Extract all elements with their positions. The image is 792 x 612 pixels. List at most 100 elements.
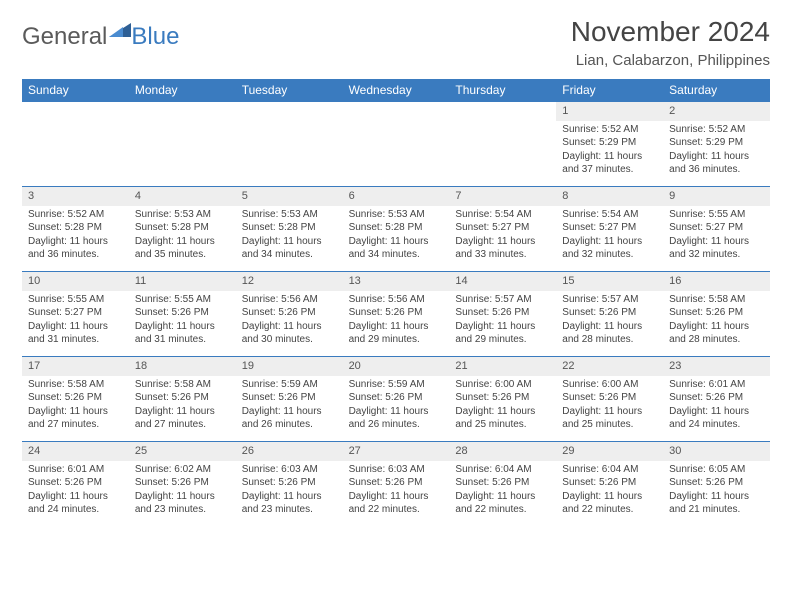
day-body: Sunrise: 5:52 AMSunset: 5:29 PMDaylight:… xyxy=(663,121,770,183)
day-number: 11 xyxy=(129,272,236,291)
daylight-text: Daylight: 11 hours and 23 minutes. xyxy=(242,490,337,517)
title-block: November 2024 Lian, Calabarzon, Philippi… xyxy=(571,16,770,69)
daylight-text: Daylight: 11 hours and 31 minutes. xyxy=(135,320,230,347)
day-cell: 26Sunrise: 6:03 AMSunset: 5:26 PMDayligh… xyxy=(236,442,343,526)
dow-wednesday: Wednesday xyxy=(343,79,450,101)
sunset-text: Sunset: 5:26 PM xyxy=(455,306,550,320)
day-of-week-header: Sunday Monday Tuesday Wednesday Thursday… xyxy=(22,79,770,101)
daylight-text: Daylight: 11 hours and 26 minutes. xyxy=(349,405,444,432)
daylight-text: Daylight: 11 hours and 32 minutes. xyxy=(669,235,764,262)
day-cell: 13Sunrise: 5:56 AMSunset: 5:26 PMDayligh… xyxy=(343,272,450,356)
sunset-text: Sunset: 5:26 PM xyxy=(562,391,657,405)
day-number: 17 xyxy=(22,357,129,376)
weeks-container: 1Sunrise: 5:52 AMSunset: 5:29 PMDaylight… xyxy=(22,101,770,526)
day-cell: 15Sunrise: 5:57 AMSunset: 5:26 PMDayligh… xyxy=(556,272,663,356)
day-number: 10 xyxy=(22,272,129,291)
sunset-text: Sunset: 5:26 PM xyxy=(349,391,444,405)
sunrise-text: Sunrise: 5:57 AM xyxy=(562,293,657,307)
sunrise-text: Sunrise: 5:59 AM xyxy=(242,378,337,392)
day-body: Sunrise: 6:03 AMSunset: 5:26 PMDaylight:… xyxy=(236,461,343,523)
sunrise-text: Sunrise: 5:55 AM xyxy=(28,293,123,307)
day-cell: 8Sunrise: 5:54 AMSunset: 5:27 PMDaylight… xyxy=(556,187,663,271)
day-cell: 4Sunrise: 5:53 AMSunset: 5:28 PMDaylight… xyxy=(129,187,236,271)
day-body: Sunrise: 5:57 AMSunset: 5:26 PMDaylight:… xyxy=(449,291,556,353)
daylight-text: Daylight: 11 hours and 27 minutes. xyxy=(28,405,123,432)
day-number: 6 xyxy=(343,187,450,206)
week-row: 1Sunrise: 5:52 AMSunset: 5:29 PMDaylight… xyxy=(22,101,770,186)
sunset-text: Sunset: 5:28 PM xyxy=(349,221,444,235)
day-number: 22 xyxy=(556,357,663,376)
day-number: 4 xyxy=(129,187,236,206)
daylight-text: Daylight: 11 hours and 23 minutes. xyxy=(135,490,230,517)
sunrise-text: Sunrise: 5:54 AM xyxy=(562,208,657,222)
week-row: 3Sunrise: 5:52 AMSunset: 5:28 PMDaylight… xyxy=(22,186,770,271)
daylight-text: Daylight: 11 hours and 32 minutes. xyxy=(562,235,657,262)
day-cell: 14Sunrise: 5:57 AMSunset: 5:26 PMDayligh… xyxy=(449,272,556,356)
daylight-text: Daylight: 11 hours and 28 minutes. xyxy=(669,320,764,347)
sunrise-text: Sunrise: 5:54 AM xyxy=(455,208,550,222)
sunset-text: Sunset: 5:27 PM xyxy=(562,221,657,235)
sunrise-text: Sunrise: 6:05 AM xyxy=(669,463,764,477)
sunset-text: Sunset: 5:29 PM xyxy=(562,136,657,150)
day-cell: 11Sunrise: 5:55 AMSunset: 5:26 PMDayligh… xyxy=(129,272,236,356)
day-body: Sunrise: 5:59 AMSunset: 5:26 PMDaylight:… xyxy=(236,376,343,438)
day-cell: 20Sunrise: 5:59 AMSunset: 5:26 PMDayligh… xyxy=(343,357,450,441)
day-number: 23 xyxy=(663,357,770,376)
day-body: Sunrise: 5:55 AMSunset: 5:27 PMDaylight:… xyxy=(663,206,770,268)
sunset-text: Sunset: 5:26 PM xyxy=(562,476,657,490)
sunset-text: Sunset: 5:26 PM xyxy=(562,306,657,320)
day-number: 20 xyxy=(343,357,450,376)
day-cell xyxy=(343,102,450,186)
dow-tuesday: Tuesday xyxy=(236,79,343,101)
sunset-text: Sunset: 5:26 PM xyxy=(28,391,123,405)
daylight-text: Daylight: 11 hours and 22 minutes. xyxy=(455,490,550,517)
day-body: Sunrise: 5:59 AMSunset: 5:26 PMDaylight:… xyxy=(343,376,450,438)
day-body: Sunrise: 5:58 AMSunset: 5:26 PMDaylight:… xyxy=(129,376,236,438)
day-body: Sunrise: 5:52 AMSunset: 5:29 PMDaylight:… xyxy=(556,121,663,183)
sunrise-text: Sunrise: 5:53 AM xyxy=(135,208,230,222)
day-cell: 28Sunrise: 6:04 AMSunset: 5:26 PMDayligh… xyxy=(449,442,556,526)
day-body: Sunrise: 6:01 AMSunset: 5:26 PMDaylight:… xyxy=(22,461,129,523)
day-number: 12 xyxy=(236,272,343,291)
sunrise-text: Sunrise: 6:03 AM xyxy=(242,463,337,477)
day-cell: 9Sunrise: 5:55 AMSunset: 5:27 PMDaylight… xyxy=(663,187,770,271)
day-cell: 6Sunrise: 5:53 AMSunset: 5:28 PMDaylight… xyxy=(343,187,450,271)
day-cell: 23Sunrise: 6:01 AMSunset: 5:26 PMDayligh… xyxy=(663,357,770,441)
daylight-text: Daylight: 11 hours and 35 minutes. xyxy=(135,235,230,262)
day-number: 24 xyxy=(22,442,129,461)
day-number: 28 xyxy=(449,442,556,461)
day-body: Sunrise: 5:55 AMSunset: 5:26 PMDaylight:… xyxy=(129,291,236,353)
daylight-text: Daylight: 11 hours and 22 minutes. xyxy=(562,490,657,517)
logo-text-2: Blue xyxy=(131,23,179,51)
sunrise-text: Sunrise: 5:52 AM xyxy=(562,123,657,137)
day-cell: 25Sunrise: 6:02 AMSunset: 5:26 PMDayligh… xyxy=(129,442,236,526)
day-number: 21 xyxy=(449,357,556,376)
sunrise-text: Sunrise: 5:58 AM xyxy=(669,293,764,307)
day-body: Sunrise: 5:56 AMSunset: 5:26 PMDaylight:… xyxy=(236,291,343,353)
day-body: Sunrise: 5:54 AMSunset: 5:27 PMDaylight:… xyxy=(556,206,663,268)
sunset-text: Sunset: 5:28 PM xyxy=(28,221,123,235)
day-cell: 30Sunrise: 6:05 AMSunset: 5:26 PMDayligh… xyxy=(663,442,770,526)
day-body: Sunrise: 5:58 AMSunset: 5:26 PMDaylight:… xyxy=(663,291,770,353)
daylight-text: Daylight: 11 hours and 25 minutes. xyxy=(562,405,657,432)
day-body: Sunrise: 6:02 AMSunset: 5:26 PMDaylight:… xyxy=(129,461,236,523)
daylight-text: Daylight: 11 hours and 21 minutes. xyxy=(669,490,764,517)
day-body: Sunrise: 6:01 AMSunset: 5:26 PMDaylight:… xyxy=(663,376,770,438)
day-body: Sunrise: 6:04 AMSunset: 5:26 PMDaylight:… xyxy=(449,461,556,523)
day-number: 14 xyxy=(449,272,556,291)
day-body: Sunrise: 6:00 AMSunset: 5:26 PMDaylight:… xyxy=(556,376,663,438)
daylight-text: Daylight: 11 hours and 36 minutes. xyxy=(669,150,764,177)
sunrise-text: Sunrise: 6:03 AM xyxy=(349,463,444,477)
dow-friday: Friday xyxy=(556,79,663,101)
dow-saturday: Saturday xyxy=(663,79,770,101)
day-number: 26 xyxy=(236,442,343,461)
day-cell: 3Sunrise: 5:52 AMSunset: 5:28 PMDaylight… xyxy=(22,187,129,271)
day-cell: 18Sunrise: 5:58 AMSunset: 5:26 PMDayligh… xyxy=(129,357,236,441)
daylight-text: Daylight: 11 hours and 29 minutes. xyxy=(349,320,444,347)
sunset-text: Sunset: 5:27 PM xyxy=(669,221,764,235)
day-number: 27 xyxy=(343,442,450,461)
day-cell xyxy=(22,102,129,186)
daylight-text: Daylight: 11 hours and 34 minutes. xyxy=(242,235,337,262)
day-number: 29 xyxy=(556,442,663,461)
day-number: 18 xyxy=(129,357,236,376)
